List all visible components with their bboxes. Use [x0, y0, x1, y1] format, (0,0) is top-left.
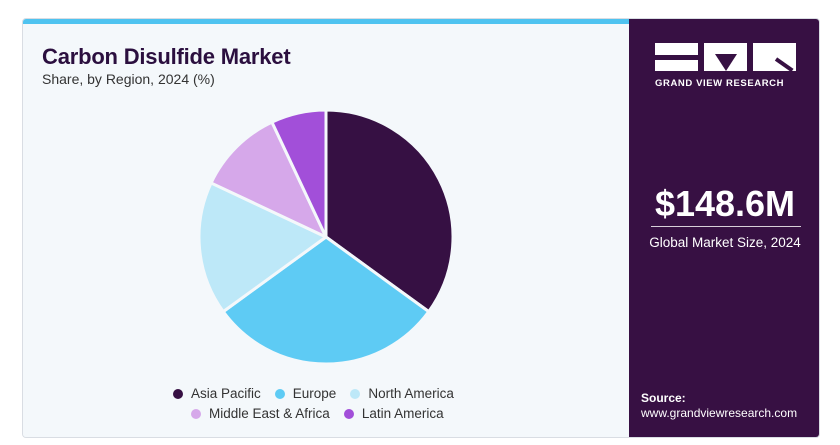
chart-subtitle: Share, by Region, 2024 (%)	[42, 71, 215, 87]
legend-item-latin-america: Latin America	[343, 406, 444, 421]
legend-label: Europe	[292, 386, 337, 401]
pie-slice-middle-east-africa	[209, 120, 328, 239]
brand-name: GRAND VIEW RESEARCH	[655, 78, 785, 89]
pie-slice-europe	[221, 235, 431, 366]
legend-swatch	[350, 388, 361, 399]
pie-chart	[197, 108, 455, 366]
market-size-label-text: Global Market Size, 2024	[649, 235, 801, 250]
source-note: Source: www.grandviewresearch.com	[641, 391, 797, 421]
legend-row: Asia Pacific Europe North America	[173, 386, 468, 401]
market-size-value: $148.6M	[654, 183, 796, 224]
source-label: Source:	[641, 391, 686, 405]
logo-block-r	[753, 43, 796, 73]
legend-label: North America	[368, 386, 454, 401]
legend-row: Middle East & Africa Latin America	[191, 406, 458, 421]
legend-item-middle-east-africa: Middle East & Africa	[191, 406, 330, 421]
logo-mark-icon	[655, 43, 799, 73]
pie-slice-latin-america	[270, 108, 328, 239]
brand-logo: GRAND VIEW RESEARCH	[655, 43, 799, 89]
legend-swatch	[274, 388, 285, 399]
pie-slice-asia-pacific	[324, 108, 455, 314]
source-url[interactable]: www.grandviewresearch.com	[641, 406, 798, 420]
logo-block-g	[655, 43, 698, 71]
legend-item-asia-pacific: Asia Pacific	[173, 386, 261, 401]
legend-label: Middle East & Africa	[209, 406, 330, 421]
legend-label: Asia Pacific	[191, 386, 261, 401]
chart-title: Carbon Disulfide Market	[42, 44, 291, 69]
legend-swatch	[173, 388, 183, 399]
legend-swatch	[343, 408, 354, 419]
market-size-label: Global Market Size, 2024	[629, 234, 819, 252]
sidebar-panel: GRAND VIEW RESEARCH $148.6M Global Marke…	[629, 19, 819, 437]
legend-label: Latin America	[361, 406, 444, 421]
logo-block-v	[704, 43, 747, 71]
legend-item-north-america: North America	[350, 386, 454, 401]
accent-bar	[23, 19, 629, 24]
divider	[651, 226, 801, 227]
pie-slice-north-america	[197, 181, 328, 314]
chart-card: Carbon Disulfide Market Share, by Region…	[22, 18, 820, 438]
chart-panel: Carbon Disulfide Market Share, by Region…	[23, 19, 629, 437]
legend-item-europe: Europe	[274, 386, 337, 401]
legend-swatch	[191, 408, 201, 419]
